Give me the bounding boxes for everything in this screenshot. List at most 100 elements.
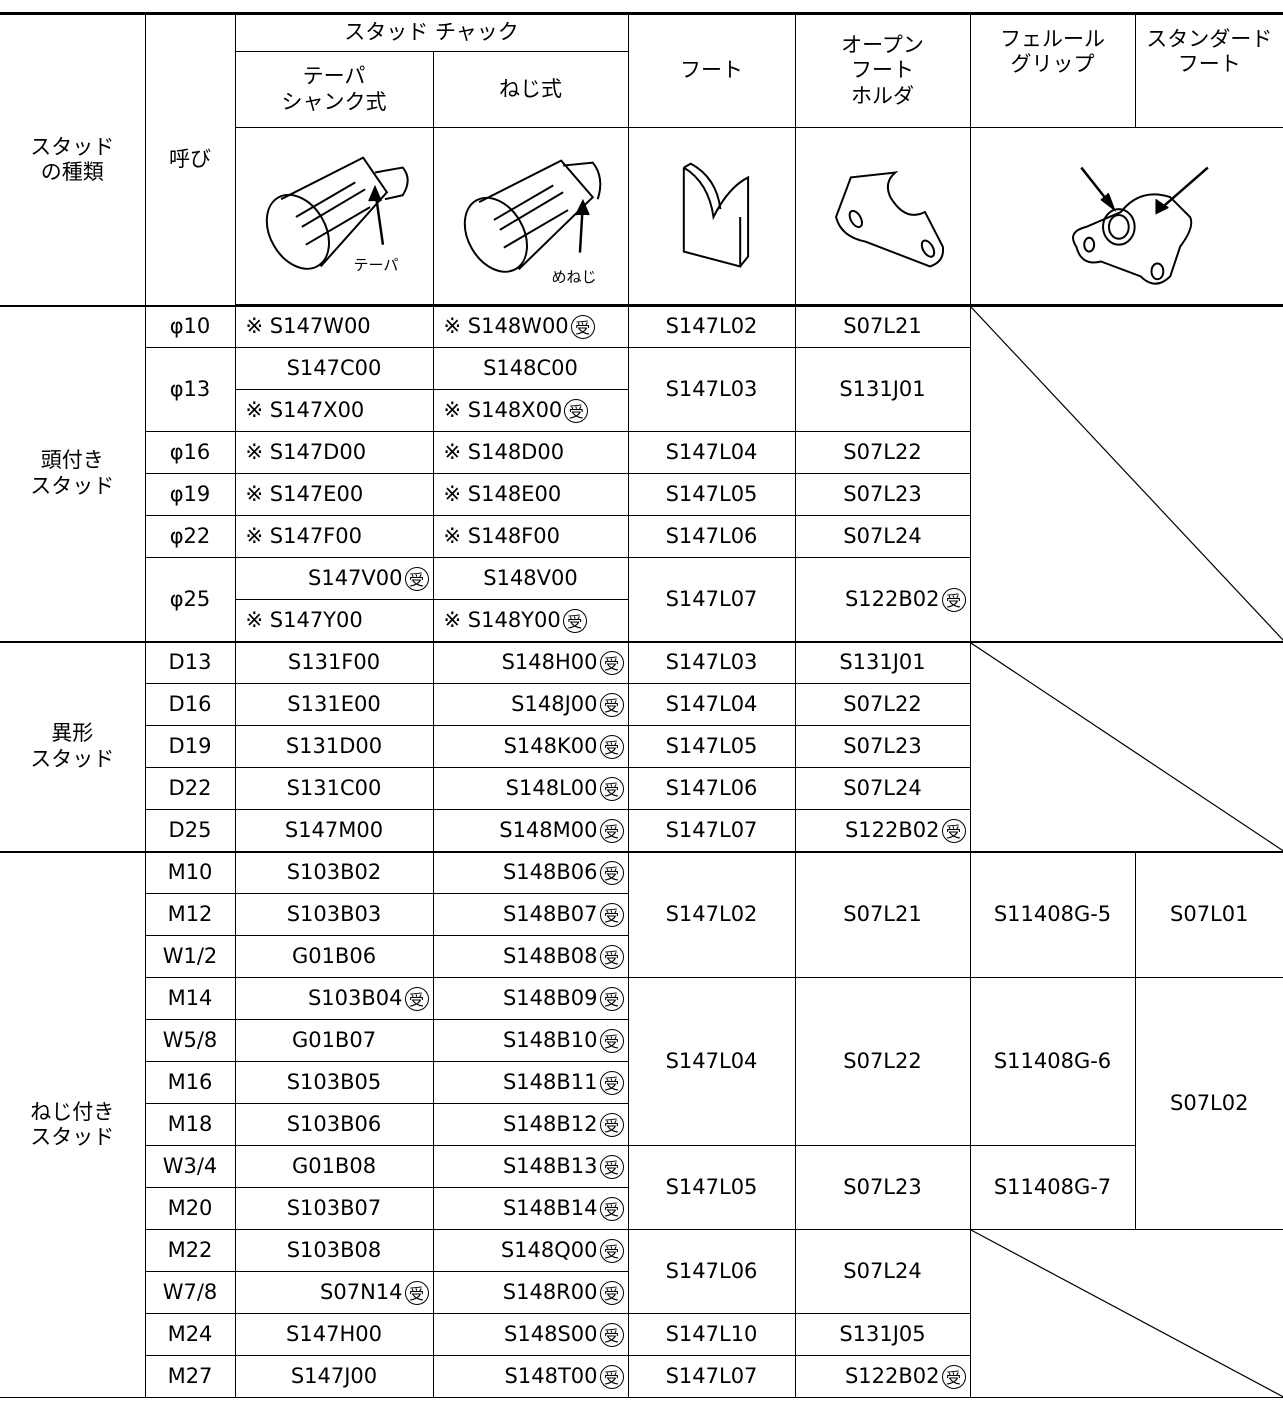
header-cell: フート — [627, 12, 796, 128]
image-cell — [627, 127, 796, 307]
taper-cell: S147V00 受 — [234, 557, 434, 600]
badge: 受 — [599, 818, 624, 843]
taper-cell: S103B02 — [234, 850, 434, 894]
table-row: 頭付き スタッド φ10 ※ S147W00 ※ S148W00 受 S147L02 S07… — [0, 304, 1283, 642]
empty-cell — [969, 640, 1283, 852]
badge: 受 — [599, 734, 624, 759]
screw-cell: ※ S148X00 受 — [432, 389, 628, 432]
table-row: D25 S147M00 S148M00 受 S147L07 S122B02 受 — [0, 809, 1283, 852]
table-body: 頭付き スタッド φ10 ※ S147W00 ※ S148W00 受 S147L02 S07… — [0, 304, 1283, 1398]
size-cell: W5/8 — [145, 1019, 236, 1062]
table-row: W3/4 G01B08 S148B13 受 S147L05 S07L23 S11408G-7 — [0, 1145, 1283, 1230]
badge: 受 — [562, 608, 587, 633]
image-cell: めねじ — [432, 127, 629, 307]
section-name: ねじ付き スタッド — [0, 850, 146, 1398]
taper-cell: S103B08 — [234, 1229, 434, 1272]
size-cell: M20 — [145, 1187, 236, 1230]
screw-cell: S148H00 受 — [432, 640, 629, 684]
taper-cell: S131E00 — [234, 683, 434, 726]
cell-text: S148T00 — [504, 1363, 598, 1388]
cell-text: S122B02 — [844, 586, 940, 611]
size-cell: M24 — [145, 1313, 236, 1356]
cell-text: S148B06 — [502, 860, 598, 885]
cell-text: ※ S148Y00 — [443, 607, 561, 632]
cell-text: S148R00 — [502, 1279, 598, 1304]
image-note: めねじ — [551, 268, 597, 286]
screw-cell: S148B08 受 — [432, 935, 628, 978]
cell-text: S103B04 — [307, 985, 403, 1010]
table-row: M22 S103B08 S148Q00 受 S147L06 S07L24 — [0, 1229, 1283, 1398]
badge: 受 — [599, 861, 624, 886]
screw-cell: S148J00 受 — [432, 683, 629, 726]
taper-cell: G01B07 — [234, 1019, 434, 1062]
screw-cell: S148B09 受 — [432, 977, 629, 1020]
standard-cell: S07L01 — [1134, 850, 1283, 978]
screw-cell: S148K00 受 — [432, 725, 629, 768]
taper-cell: S103B06 — [234, 1103, 434, 1146]
ferrule-cell: S11408G-6 — [969, 977, 1136, 1146]
taper-cell: ※ S147W00 — [234, 304, 434, 348]
open-cell: S122B02 受 — [794, 809, 970, 852]
taper-cell: S131F00 — [234, 640, 434, 684]
diagonal-line — [970, 1230, 1283, 1397]
taper-cell: S103B04 受 — [234, 977, 434, 1020]
badge: 受 — [941, 587, 966, 612]
screw-cell: ※ S148E00 — [432, 473, 629, 516]
cell-text: S148S00 — [504, 1321, 598, 1346]
cell-text: S148B14 — [502, 1195, 598, 1220]
section-name: 異形 スタッド — [0, 640, 146, 852]
header-cell: スタッド の種類 — [0, 12, 146, 306]
foot-cell: S147L05 — [627, 1145, 796, 1230]
foot-icon — [682, 162, 749, 268]
taper-cell: S103B03 — [234, 893, 434, 936]
badge: 受 — [599, 1070, 624, 1095]
badge: 受 — [599, 1322, 624, 1347]
open-cell: S131J01 — [794, 640, 971, 684]
screw-cell: S148B07 受 — [432, 893, 628, 936]
screw-cell: S148T00 受 — [432, 1355, 629, 1398]
badge: 受 — [599, 1364, 624, 1389]
size-cell: D22 — [145, 767, 236, 810]
size-cell: M27 — [145, 1355, 236, 1398]
table-row: M12 S103B03 S148B07 受 — [0, 893, 1283, 936]
cell-text: S148B10 — [502, 1027, 598, 1052]
open-cell: S07L23 — [794, 725, 970, 768]
taper-cell: S147H00 — [234, 1313, 434, 1356]
table-row: φ25 S147V00 受 S148V00 S147L07 S122B02 受 — [0, 557, 1283, 642]
size-cell: M14 — [145, 977, 236, 1020]
size-cell: φ16 — [145, 431, 236, 474]
badge: 受 — [404, 986, 429, 1011]
image-cell — [794, 127, 971, 307]
badge: 受 — [599, 776, 624, 801]
taper-cell: ※ S147Y00 — [235, 599, 434, 642]
taper-cell: ※ S147F00 — [234, 515, 434, 558]
size-cell: W3/4 — [145, 1145, 236, 1188]
open-cell: S131J05 — [794, 1313, 970, 1356]
taper-cell: S147J00 — [234, 1355, 434, 1398]
empty-cell — [969, 304, 1283, 642]
cell-text: S122B02 — [844, 817, 940, 842]
size-cell: D13 — [144, 640, 236, 684]
table-row: W5/8 G01B07 S148B10 受 — [0, 1019, 1283, 1062]
cell-text: S148L00 — [505, 775, 598, 800]
taper-cell: S131D00 — [234, 725, 434, 768]
badge: 受 — [599, 651, 624, 676]
table-row: M16 S103B05 S148B11 受 — [0, 1061, 1283, 1104]
foot-cell: S147L05 — [627, 473, 796, 516]
open-cell: S07L24 — [794, 767, 970, 810]
size-cell: φ13 — [145, 347, 236, 432]
screw-cell: S148B12 受 — [432, 1103, 628, 1146]
taper-chuck-icon — [265, 156, 409, 270]
cell-text: S148B08 — [502, 943, 598, 968]
cell-text: S147V00 — [308, 565, 403, 590]
table-row: M20 S103B07 S148B14 受 — [0, 1187, 1283, 1230]
badge: 受 — [570, 315, 595, 340]
badge: 受 — [404, 1280, 429, 1305]
foot-cell: S147L06 — [627, 767, 796, 810]
screw-cell: ※ S148Y00 受 — [432, 599, 628, 642]
foot-cell: S147L04 — [627, 431, 796, 474]
screw-cell: S148B10 受 — [432, 1019, 628, 1062]
taper-cell: S103B07 — [234, 1187, 434, 1230]
header-cell: テーパ シャンク式 — [235, 51, 434, 128]
